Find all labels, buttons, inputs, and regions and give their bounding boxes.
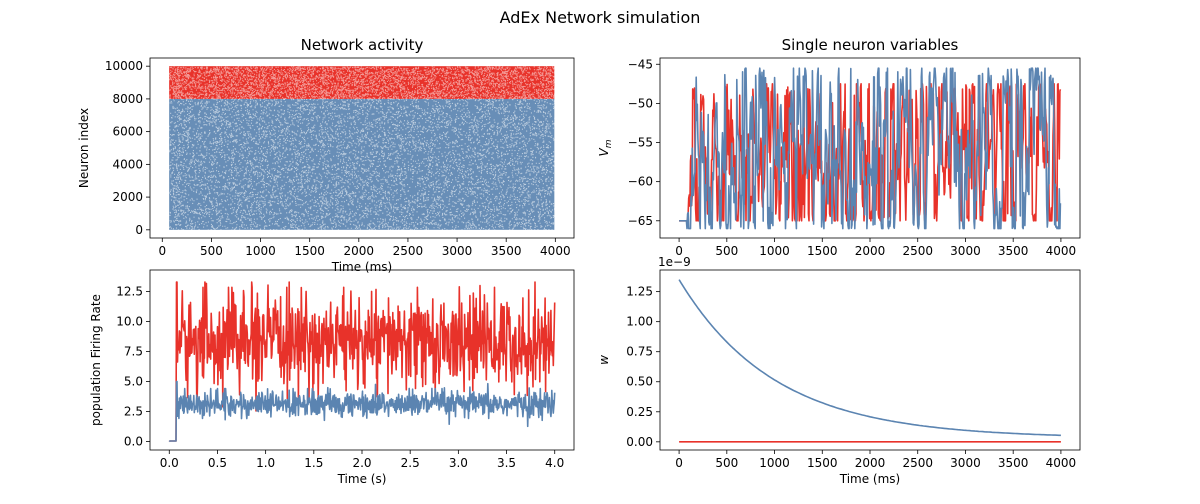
x-tick-label: 1500	[807, 244, 838, 258]
y-tick-label: 5.0	[124, 375, 143, 389]
rate-series-1	[168, 380, 556, 443]
y-axis-label: Neuron index	[77, 108, 91, 188]
y-tick-label: −50	[628, 96, 653, 110]
offset-text: 1e−9	[658, 255, 691, 269]
x-tick-label: 2.0	[352, 456, 371, 470]
x-tick-label: 1500	[294, 244, 325, 258]
x-tick-label: 1000	[759, 456, 790, 470]
x-axis-label: Time (ms)	[839, 472, 901, 486]
x-tick-label: 4.0	[545, 456, 564, 470]
x-tick-label: 3500	[998, 244, 1029, 258]
y-tick-label: 0.75	[626, 345, 653, 359]
raster-spikes-0	[169, 98, 556, 231]
x-tick-label: 2.5	[401, 456, 420, 470]
x-tick-label: 0	[158, 244, 166, 258]
y-tick-label: 1.25	[626, 285, 653, 299]
y-tick-label: −55	[628, 136, 653, 150]
y-axis-label: w	[597, 355, 611, 365]
x-tick-label: 3500	[998, 456, 1029, 470]
y-tick-label: 1.00	[626, 315, 653, 329]
x-tick-label: 1500	[807, 456, 838, 470]
y-tick-label: 0.00	[626, 435, 653, 449]
vm-series-1	[678, 67, 1062, 230]
plot-area-raster	[169, 66, 556, 231]
plot-area-rate	[168, 281, 556, 443]
y-tick-label: 0.25	[626, 405, 653, 419]
y-tick-label: 10.0	[116, 315, 143, 329]
x-tick-label: 500	[200, 244, 223, 258]
y-tick-label: 0.0	[124, 435, 143, 449]
x-tick-label: 500	[715, 244, 738, 258]
x-tick-label: 0.5	[208, 456, 227, 470]
axes-vm: 0 500 1000 1500 2000 2500 3000 3500 4000 −65 −60 −5…	[597, 36, 1081, 258]
x-tick-label: 1000	[245, 244, 276, 258]
y-tick-label: 0.50	[626, 375, 653, 389]
y-tick-label: 6000	[112, 125, 143, 139]
y-tick-label: 2000	[112, 190, 143, 204]
plot-area-w	[678, 279, 1061, 443]
x-tick-label: 1.0	[256, 456, 275, 470]
x-axis-label: Time (s)	[337, 472, 387, 486]
y-tick-label: −45	[628, 57, 653, 71]
x-tick-label: 3500	[491, 244, 522, 258]
x-tick-label: 4000	[540, 244, 571, 258]
y-tick-label: −65	[628, 214, 653, 228]
x-tick-label: 0.0	[160, 456, 179, 470]
x-tick-label: 4000	[1046, 244, 1077, 258]
axes-title: Single neuron variables	[782, 36, 959, 54]
y-tick-label: 2.5	[124, 405, 143, 419]
x-tick-label: 2000	[344, 244, 375, 258]
axes-w: 0 500 1000 1500 2000 2500 3000 3500 4000 0.00 0.25…	[597, 255, 1081, 486]
y-tick-label: 7.5	[124, 345, 143, 359]
x-tick-label: 2500	[902, 244, 933, 258]
x-tick-label: 3000	[950, 456, 981, 470]
x-tick-label: 2000	[855, 456, 886, 470]
x-tick-label: 3.0	[449, 456, 468, 470]
x-tick-label: 3000	[950, 244, 981, 258]
x-tick-label: 4000	[1046, 456, 1077, 470]
y-tick-label: 0	[135, 223, 143, 237]
rate-series-0	[168, 281, 556, 443]
y-tick-label: −60	[628, 175, 653, 189]
x-tick-label: 0	[675, 244, 683, 258]
y-tick-label: 4000	[112, 157, 143, 171]
y-axis-label: population Firing Rate	[89, 294, 103, 426]
axes-frame	[659, 269, 1081, 451]
x-tick-label: 3000	[442, 244, 473, 258]
y-axis-label: Vm	[597, 139, 614, 156]
x-tick-label: 500	[715, 456, 738, 470]
raster-spikes-1	[169, 66, 556, 100]
w-series-0	[678, 279, 1061, 437]
axes-raster: 0 500 1000 1500 2000 2500 3000 3500 4000 0 2000 400…	[77, 36, 575, 274]
axes-title: Network activity	[301, 36, 424, 54]
x-tick-label: 2500	[902, 456, 933, 470]
y-tick-label: 10000	[105, 59, 143, 73]
x-tick-label: 1000	[759, 244, 790, 258]
y-tick-label: 12.5	[116, 285, 143, 299]
x-tick-label: 1.5	[304, 456, 323, 470]
x-tick-label: 2000	[855, 244, 886, 258]
x-tick-label: 2500	[393, 244, 424, 258]
axes-frame	[149, 57, 575, 239]
plot-area-vm	[678, 67, 1062, 230]
axes-rate: 0.0 0.5 1.0 1.5 2.0 2.5 3.0 3.5 4.0 0.0 2.5 5.0 7.5 1…	[89, 269, 575, 486]
x-tick-label: 0	[675, 456, 683, 470]
figure-title: AdEx Network simulation	[500, 8, 701, 27]
x-tick-label: 3.5	[497, 456, 516, 470]
x-axis-label: Time (ms)	[331, 260, 393, 274]
y-tick-label: 8000	[112, 92, 143, 106]
